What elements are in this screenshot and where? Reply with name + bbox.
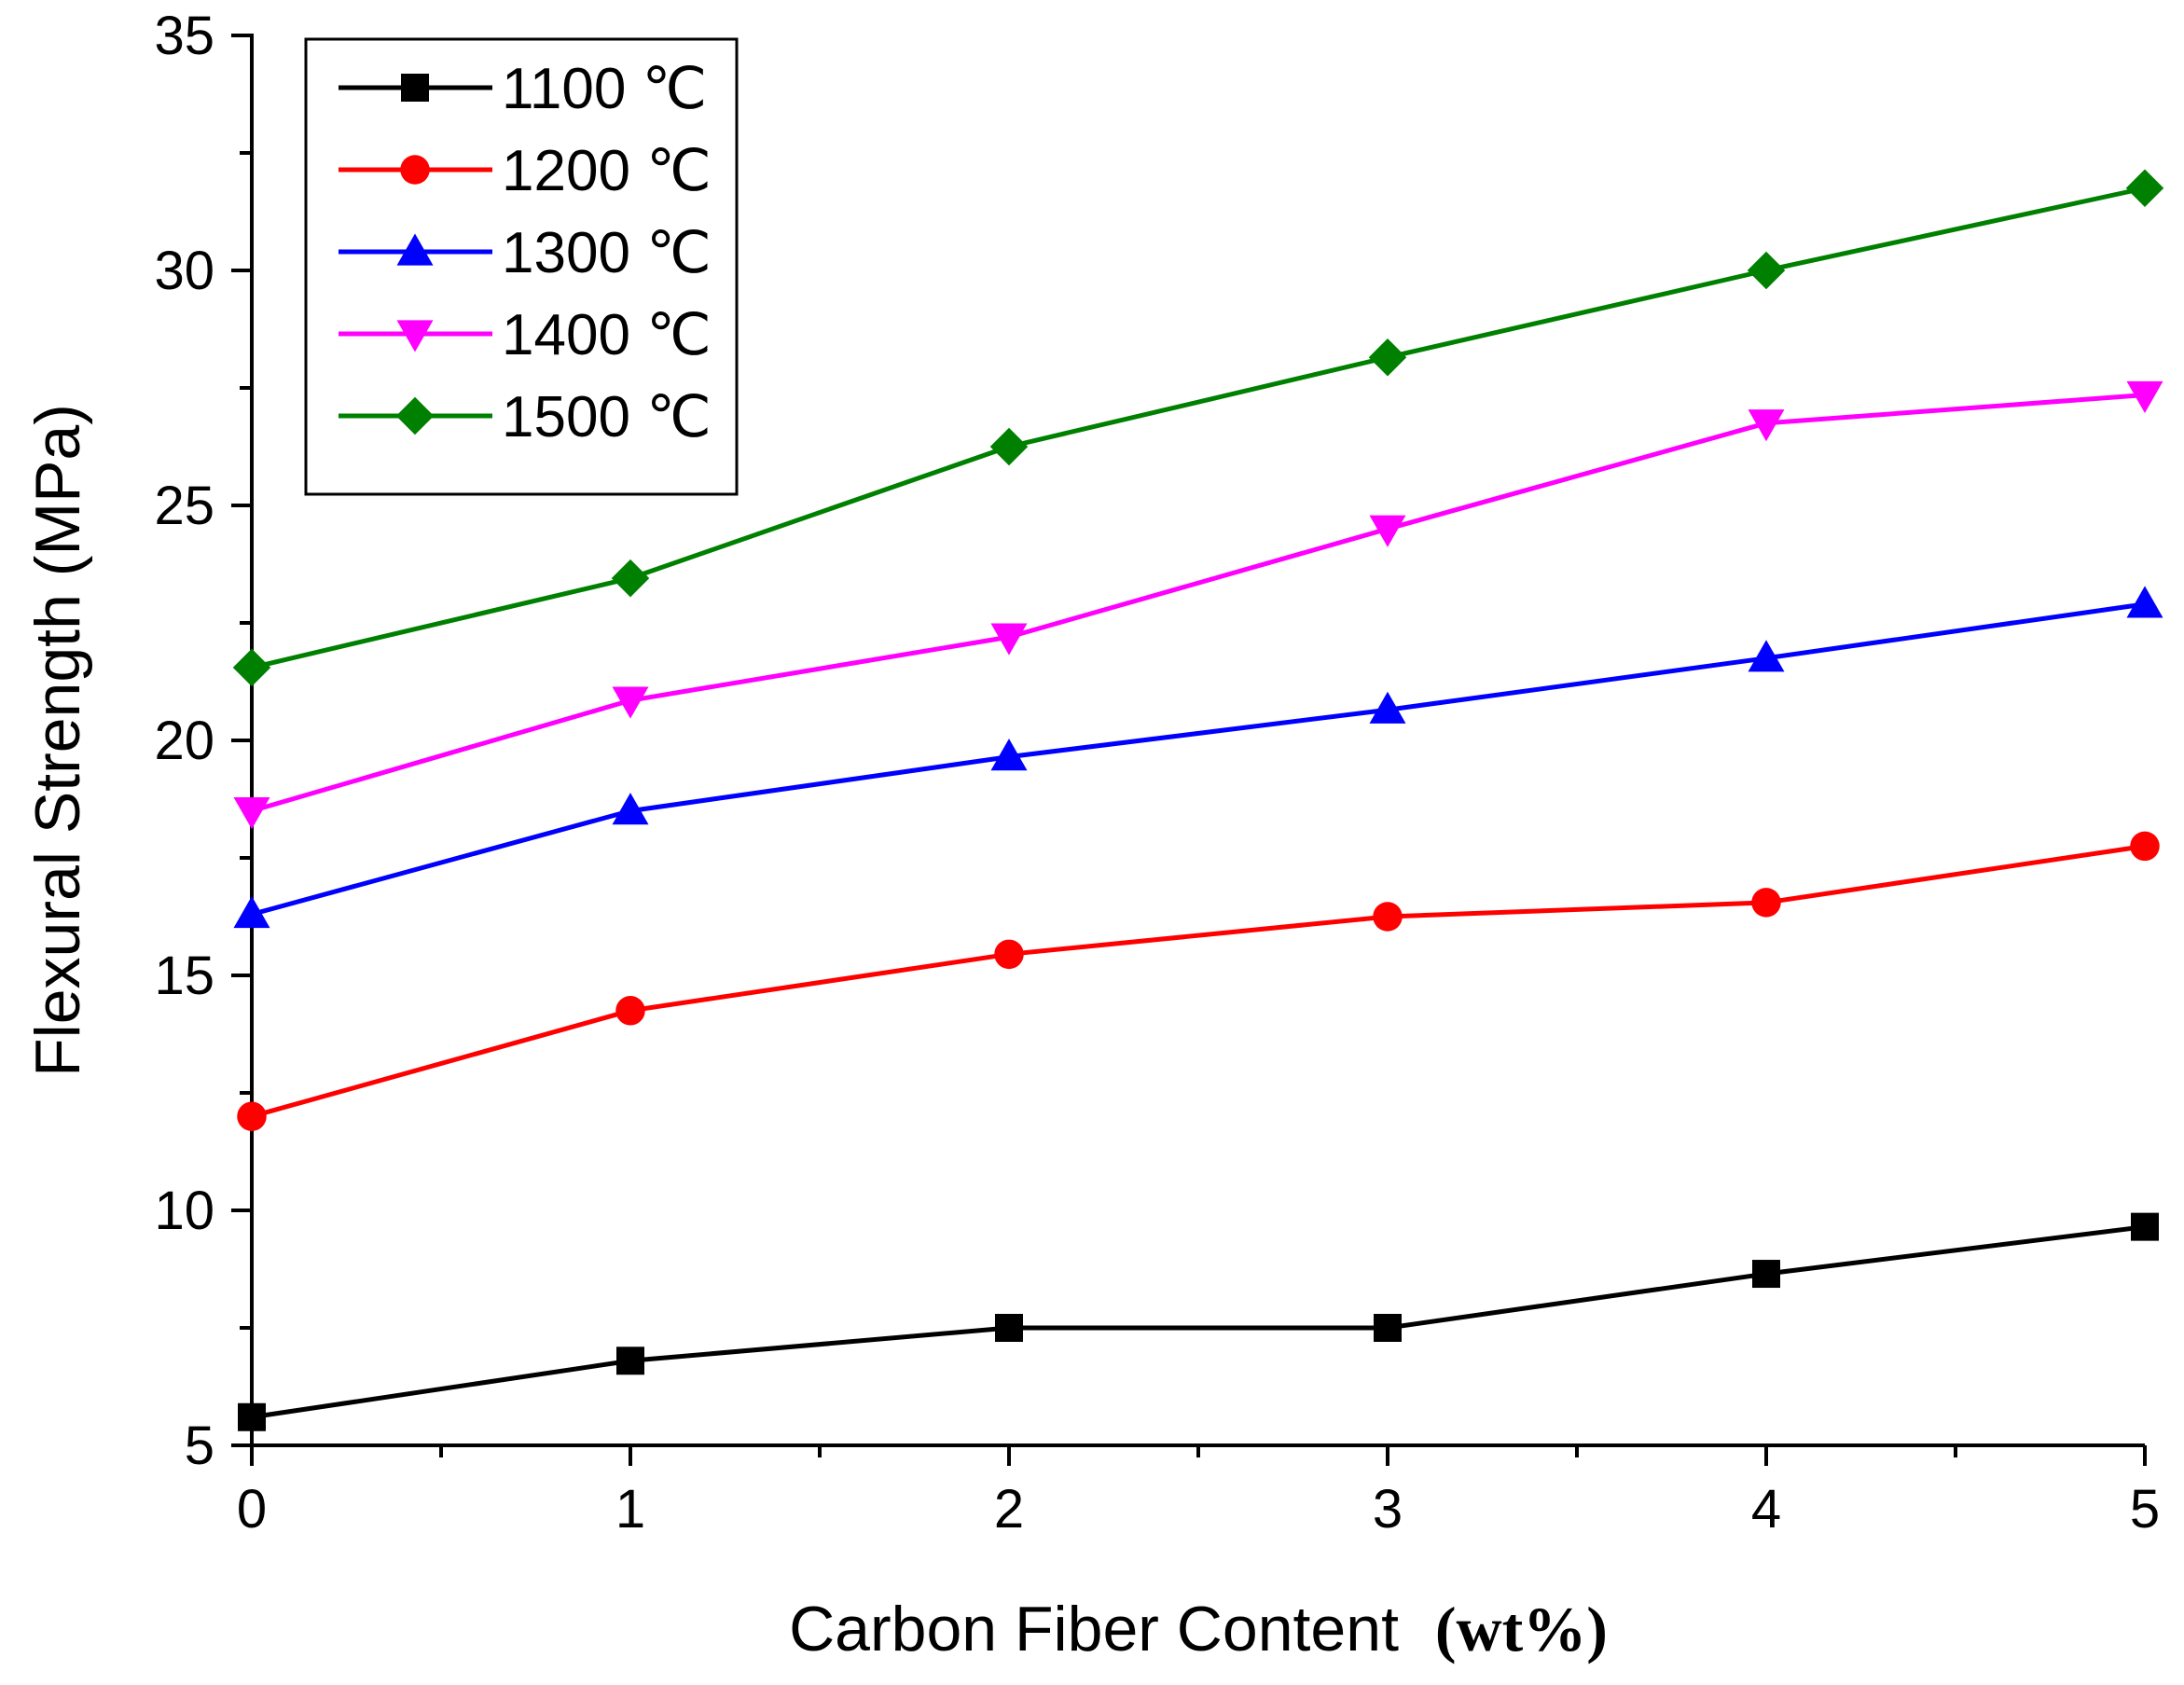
series-line bbox=[251, 1224, 2146, 1420]
series-3 bbox=[233, 586, 2163, 929]
x-axis-title: Carbon Fiber Content (wt%) bbox=[789, 1594, 1608, 1664]
y-tick-label: 25 bbox=[154, 476, 214, 536]
data-point bbox=[2125, 169, 2164, 208]
data-point bbox=[995, 1314, 1023, 1342]
series-1 bbox=[238, 1212, 2159, 1431]
data-point bbox=[1368, 338, 1407, 377]
series-layer bbox=[232, 169, 2164, 1431]
y-tick-label: 15 bbox=[154, 946, 214, 1006]
data-point bbox=[232, 648, 271, 687]
legend-marker bbox=[396, 320, 434, 352]
y-tick-label: 10 bbox=[154, 1181, 214, 1241]
legend-marker bbox=[395, 396, 435, 435]
series-line bbox=[251, 186, 2146, 670]
legend-marker bbox=[400, 155, 430, 185]
data-point bbox=[612, 686, 649, 719]
legend-entry: 1400 ℃ bbox=[339, 303, 712, 367]
data-point bbox=[994, 939, 1024, 970]
data-point bbox=[233, 895, 270, 929]
y-tick-label: 30 bbox=[154, 241, 214, 301]
data-point bbox=[611, 559, 650, 598]
legend-label: 1300 ℃ bbox=[502, 221, 712, 285]
data-point bbox=[989, 427, 1029, 466]
data-point bbox=[2131, 1212, 2159, 1241]
data-point bbox=[1373, 902, 1403, 932]
data-point bbox=[615, 996, 645, 1026]
y-tick-label: 35 bbox=[154, 6, 214, 66]
x-tick-label: 5 bbox=[2130, 1479, 2160, 1540]
x-axis-title-unit: (wt%) bbox=[1435, 1594, 1608, 1664]
data-point bbox=[2126, 380, 2163, 414]
series-2 bbox=[237, 831, 2160, 1131]
data-point bbox=[1751, 888, 1781, 918]
data-point bbox=[1748, 409, 1785, 442]
data-point bbox=[237, 1101, 267, 1131]
data-point bbox=[233, 796, 270, 830]
legend-label: 1200 ℃ bbox=[502, 139, 712, 203]
data-point bbox=[612, 793, 649, 825]
y-axis-title: Flexural Strength (MPa) bbox=[22, 404, 93, 1077]
legend-entry: 1500 ℃ bbox=[339, 385, 712, 449]
data-point bbox=[1747, 251, 1786, 290]
x-axis-title-text: Carbon Fiber Content bbox=[789, 1594, 1399, 1664]
legend-marker bbox=[396, 233, 434, 266]
x-tick-label: 1 bbox=[615, 1479, 645, 1540]
data-point bbox=[1369, 691, 1406, 724]
data-point bbox=[990, 623, 1028, 656]
legend-marker bbox=[401, 74, 429, 102]
legend-box bbox=[304, 37, 739, 496]
x-tick-label: 2 bbox=[994, 1479, 1024, 1540]
x-tick-label: 3 bbox=[1373, 1479, 1403, 1540]
x-tick-label: 4 bbox=[1751, 1479, 1781, 1540]
series-4 bbox=[233, 380, 2163, 830]
data-point bbox=[2130, 831, 2160, 862]
data-point bbox=[990, 739, 1028, 771]
series-5 bbox=[232, 169, 2164, 687]
data-point bbox=[616, 1347, 644, 1375]
legend-entry: 1200 ℃ bbox=[339, 139, 712, 203]
data-point bbox=[238, 1402, 266, 1431]
series-line bbox=[251, 843, 2146, 1119]
legend-entry: 1100 ℃ bbox=[339, 57, 707, 121]
legend-label: 1500 ℃ bbox=[502, 385, 712, 449]
series-line bbox=[251, 601, 2146, 917]
x-tick-label: 0 bbox=[237, 1479, 267, 1540]
legend-label: 1400 ℃ bbox=[502, 303, 712, 367]
data-point bbox=[1752, 1260, 1780, 1289]
legend-entry: 1300 ℃ bbox=[339, 221, 712, 285]
y-tick-label: 5 bbox=[185, 1416, 214, 1476]
legend: 1100 ℃ 1200 ℃ 1300 ℃ 1400 ℃ 1500 ℃ bbox=[304, 37, 739, 496]
data-point bbox=[1374, 1314, 1402, 1342]
axes: 0 1 2 3 4 5 5 10 15 20 25 30 35 bbox=[154, 6, 2160, 1540]
data-point bbox=[2126, 586, 2163, 618]
series-line bbox=[251, 393, 2146, 813]
y-tick-label: 20 bbox=[154, 711, 214, 771]
data-point bbox=[1748, 640, 1785, 672]
legend-label: 1100 ℃ bbox=[502, 57, 707, 121]
data-point bbox=[1369, 515, 1406, 547]
